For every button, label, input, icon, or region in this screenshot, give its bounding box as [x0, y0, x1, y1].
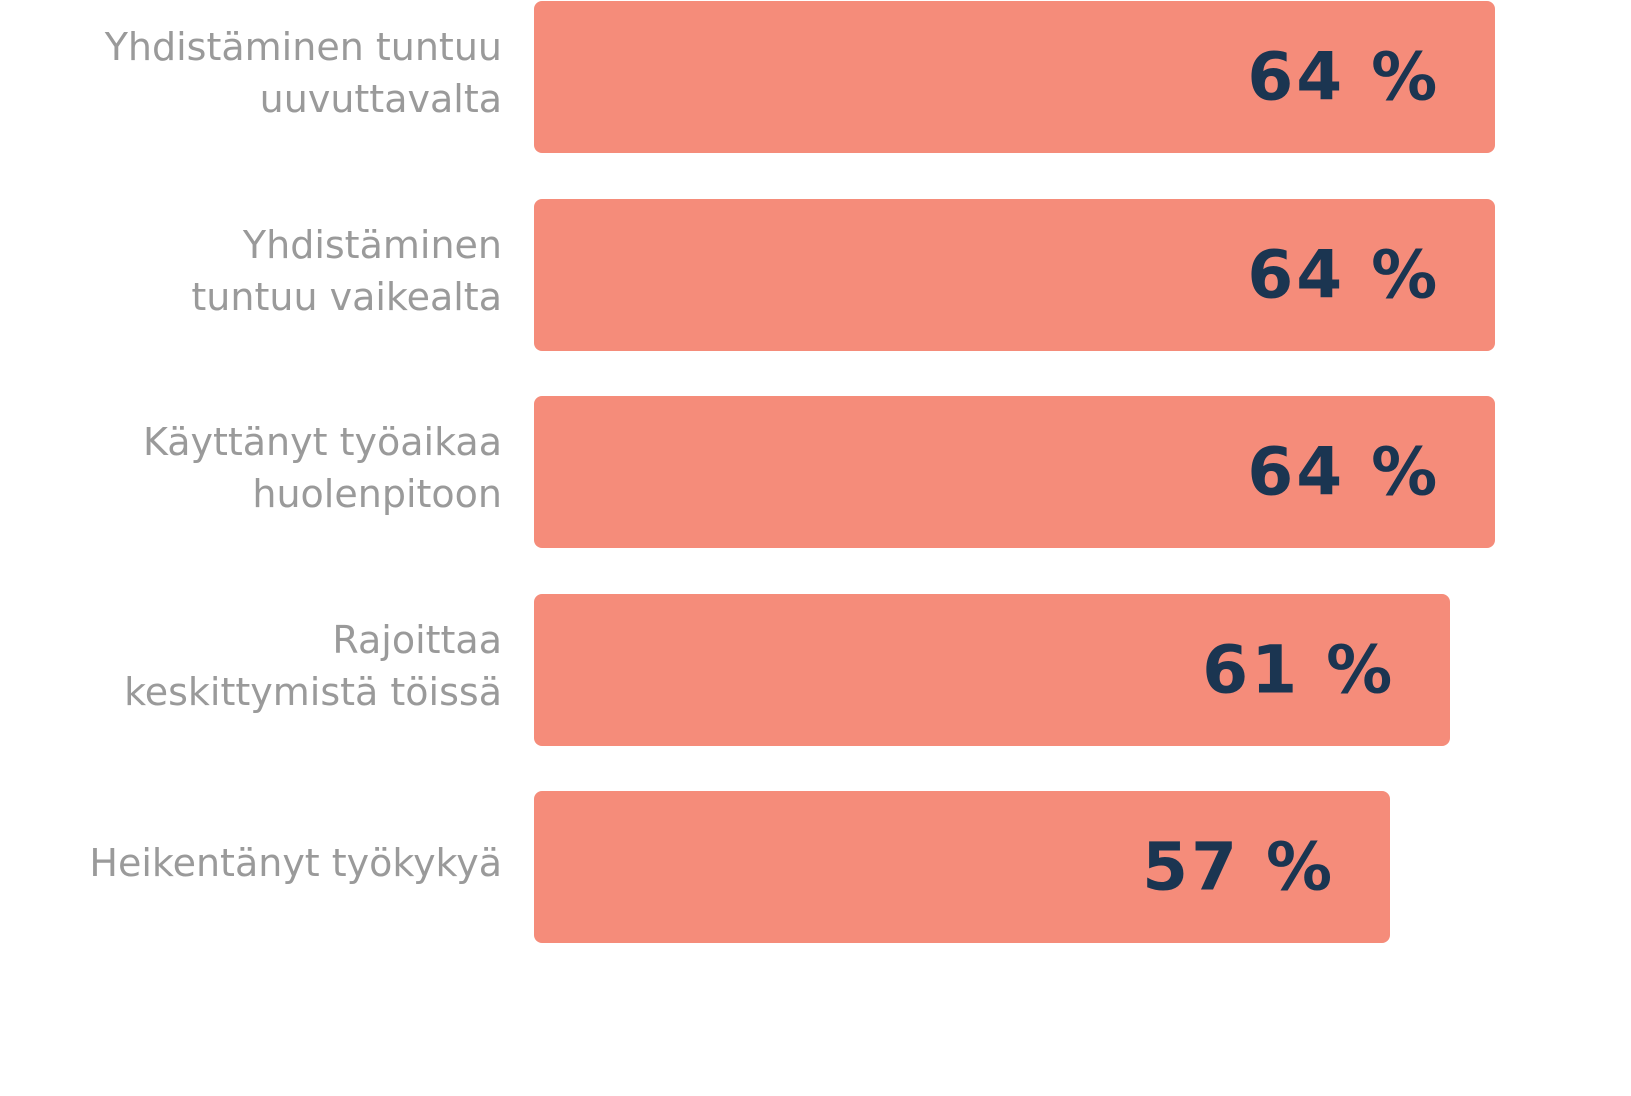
- category-label: Rajoittaa keskittymistä töissä: [124, 617, 502, 714]
- bar: 64 %: [534, 1, 1496, 153]
- value-label: 64 %: [1247, 38, 1441, 116]
- bar: 64 %: [534, 396, 1496, 548]
- category-label: Heikentänyt työkykyä: [89, 841, 502, 885]
- category-label: Yhdistäminen tuntuu vaikealta: [191, 222, 502, 319]
- value-label: 64 %: [1247, 433, 1441, 511]
- bar: 57 %: [534, 791, 1391, 943]
- bar: 64 %: [534, 198, 1496, 351]
- category-label: Käyttänyt työaikaa huolenpitoon: [142, 420, 502, 516]
- category-label: Yhdistäminen tuntuu uuvuttavalta: [104, 25, 502, 121]
- value-label: 61 %: [1202, 631, 1396, 708]
- value-label: 57 %: [1142, 828, 1336, 906]
- bar: 61 %: [534, 593, 1451, 746]
- value-label: 64 %: [1247, 236, 1441, 313]
